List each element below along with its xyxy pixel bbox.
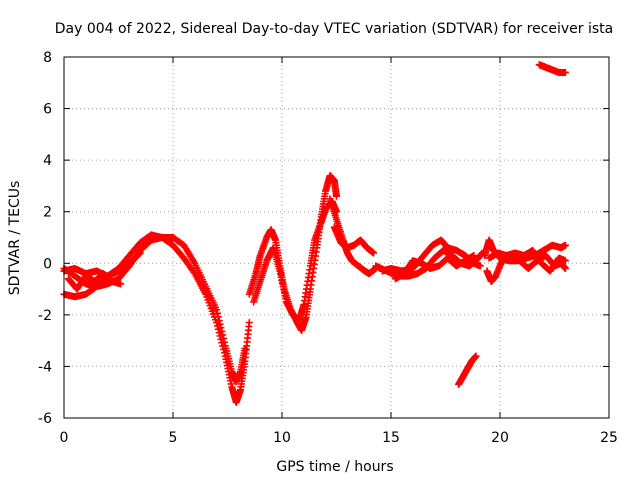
data-point (561, 264, 569, 272)
data-point (470, 252, 478, 260)
y-tick-label: 6 (43, 102, 52, 118)
x-tick-labels: 0 5 10 15 20 25 (60, 430, 618, 446)
y-tick-label: 2 (43, 205, 52, 221)
data-point (219, 331, 227, 339)
data-point (245, 319, 253, 327)
data-point (241, 344, 249, 352)
data-point (218, 327, 226, 335)
data-point (217, 324, 225, 332)
y-tick-label: -2 (38, 308, 52, 324)
y-tick-label: 8 (43, 50, 52, 66)
y-tick-label: 0 (43, 256, 52, 272)
x-tick-label: 10 (273, 430, 291, 446)
x-tick-label: 25 (600, 430, 618, 446)
data-point (220, 335, 228, 343)
data-point (213, 309, 221, 317)
data-point (117, 280, 125, 288)
y-axis-label: SDTVAR / TECUs (7, 181, 23, 296)
data-point (333, 192, 340, 200)
data-point (216, 320, 224, 328)
data-point (561, 68, 569, 76)
x-tick-label: 20 (491, 430, 509, 446)
data-point (215, 317, 223, 325)
data-point (561, 241, 569, 249)
data-point (370, 249, 378, 257)
data-point (472, 352, 480, 360)
x-tick-label: 15 (382, 430, 400, 446)
y-tick-labels: -6 -4 -2 0 2 4 6 8 (38, 50, 52, 427)
data-point (561, 257, 569, 265)
y-tick-label: -6 (38, 411, 52, 427)
y-tick-label: 4 (43, 153, 52, 169)
y-tick-label: -4 (38, 359, 52, 375)
series-sdtvar (60, 61, 569, 407)
x-tick-label: 0 (60, 430, 69, 446)
data-series (60, 61, 569, 407)
chart-title: Day 004 of 2022, Sidereal Day-to-day VTE… (55, 21, 613, 37)
plot-frame (63, 56, 610, 419)
data-point (214, 313, 222, 321)
x-tick-label: 5 (169, 430, 178, 446)
data-point (135, 250, 143, 258)
x-axis-label: GPS time / hours (276, 459, 393, 475)
data-point (476, 262, 484, 270)
data-point (220, 338, 228, 346)
data-point (213, 306, 221, 314)
data-point (136, 249, 144, 257)
